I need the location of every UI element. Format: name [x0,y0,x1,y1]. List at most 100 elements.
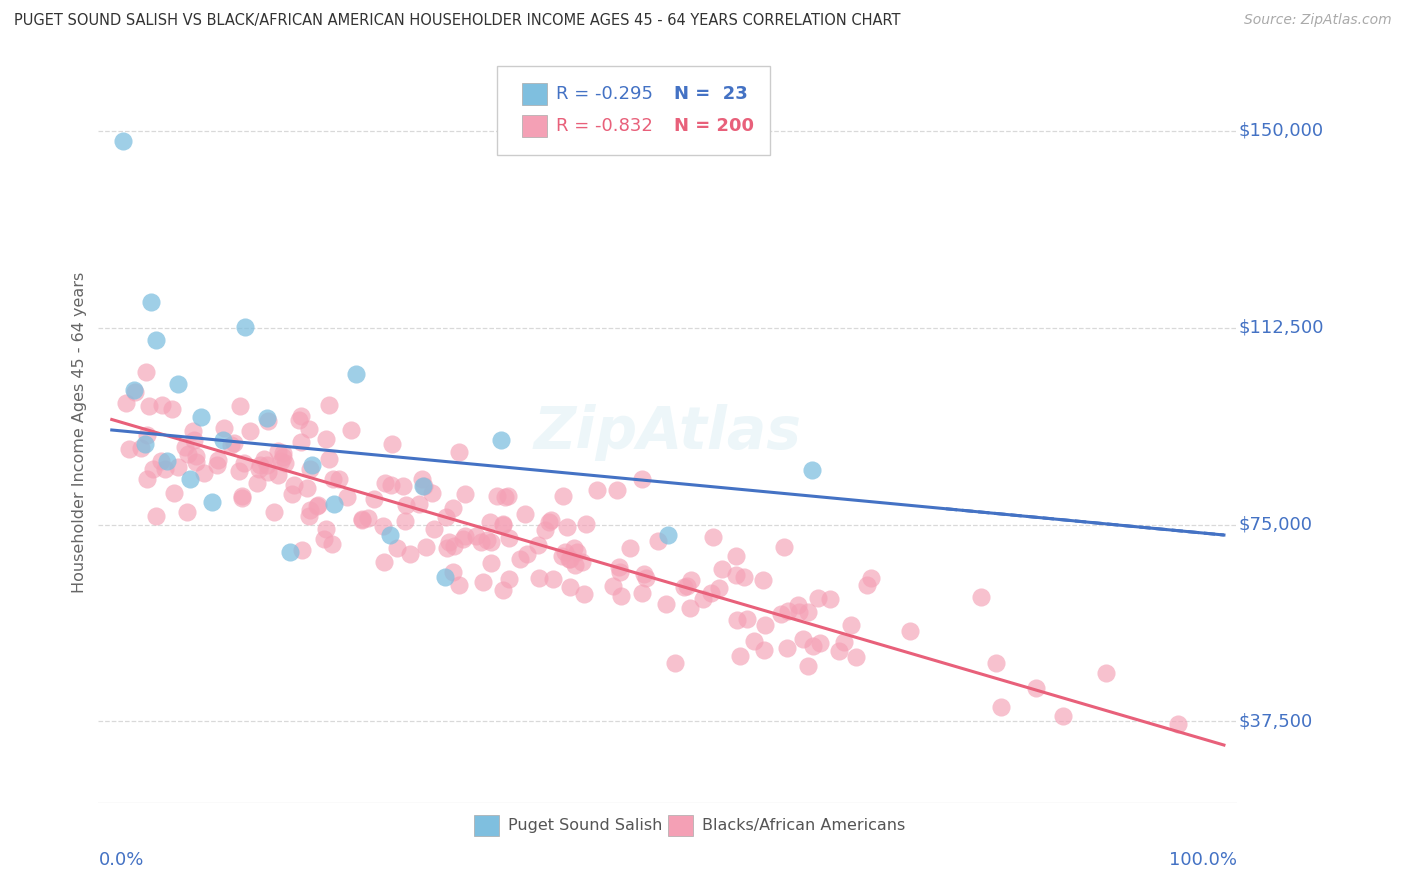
Point [318,398,340,412]
Point [363,492,385,507]
Point [451,533,474,547]
Point [564,558,586,572]
Point [167,376,190,391]
Point [1095,666,1118,681]
Point [134,436,156,450]
Text: Source: ZipAtlas.com: Source: ZipAtlas.com [1244,13,1392,28]
Point [163,485,186,500]
Point [801,463,824,477]
Point [553,489,575,503]
Point [797,659,820,673]
Point [787,598,810,612]
Point [415,540,437,554]
Point [231,489,253,503]
Point [231,491,253,505]
Point [352,513,374,527]
Point [856,578,879,592]
Point [381,437,404,451]
Point [287,413,309,427]
Point [752,573,775,587]
Point [454,487,477,501]
Point [150,398,173,412]
Point [278,545,301,559]
Point [412,478,434,492]
Point [655,598,678,612]
Point [177,447,200,461]
Point [184,449,207,463]
FancyBboxPatch shape [474,815,499,836]
Point [724,567,747,582]
Point [752,643,775,657]
Point [807,591,830,605]
Point [679,601,702,615]
Point [479,515,502,529]
Point [558,580,581,594]
Point [124,385,146,400]
Point [725,613,748,627]
Point [700,586,723,600]
Point [818,591,841,606]
Point [675,579,697,593]
Point [221,438,243,452]
Point [489,434,512,448]
Point [711,562,734,576]
FancyBboxPatch shape [498,66,770,155]
Point [567,545,589,559]
Point [776,605,799,619]
Y-axis label: Householder Income Ages 45 - 64 years: Householder Income Ages 45 - 64 years [72,272,87,593]
Point [540,513,562,527]
Point [115,396,138,410]
Point [391,479,413,493]
Point [155,462,177,476]
Point [551,549,574,564]
Point [150,454,173,468]
Point [256,465,278,479]
Point [315,522,337,536]
Point [270,453,292,467]
Point [787,605,810,619]
Point [496,489,519,503]
Text: 100.0%: 100.0% [1170,851,1237,869]
Point [742,633,765,648]
Point [607,559,630,574]
Point [526,538,548,552]
Point [193,467,215,481]
Point [702,530,724,544]
Point [174,440,197,454]
Point [970,590,993,604]
Point [492,517,515,532]
Point [380,477,402,491]
Point [560,551,582,566]
Point [201,495,224,509]
Point [352,512,374,526]
Text: R = -0.832: R = -0.832 [557,117,654,135]
Point [253,451,276,466]
Point [422,522,444,536]
Point [602,579,624,593]
Point [394,498,416,512]
Point [136,428,159,442]
Point [299,462,322,476]
Point [399,547,422,561]
Point [479,556,502,570]
Text: $150,000: $150,000 [1239,121,1323,140]
Point [443,540,465,554]
Point [176,505,198,519]
Point [538,516,561,530]
Point [470,534,492,549]
Point [256,411,278,425]
Point [281,487,304,501]
FancyBboxPatch shape [522,115,547,137]
Point [447,578,470,592]
Point [575,517,598,532]
Point [610,589,633,603]
Point [1052,709,1074,723]
Point [246,476,269,491]
Point [572,586,595,600]
Point [257,414,280,428]
Point [541,572,564,586]
Point [111,134,134,148]
Point [898,624,921,638]
Point [664,656,686,670]
Point [142,461,165,475]
